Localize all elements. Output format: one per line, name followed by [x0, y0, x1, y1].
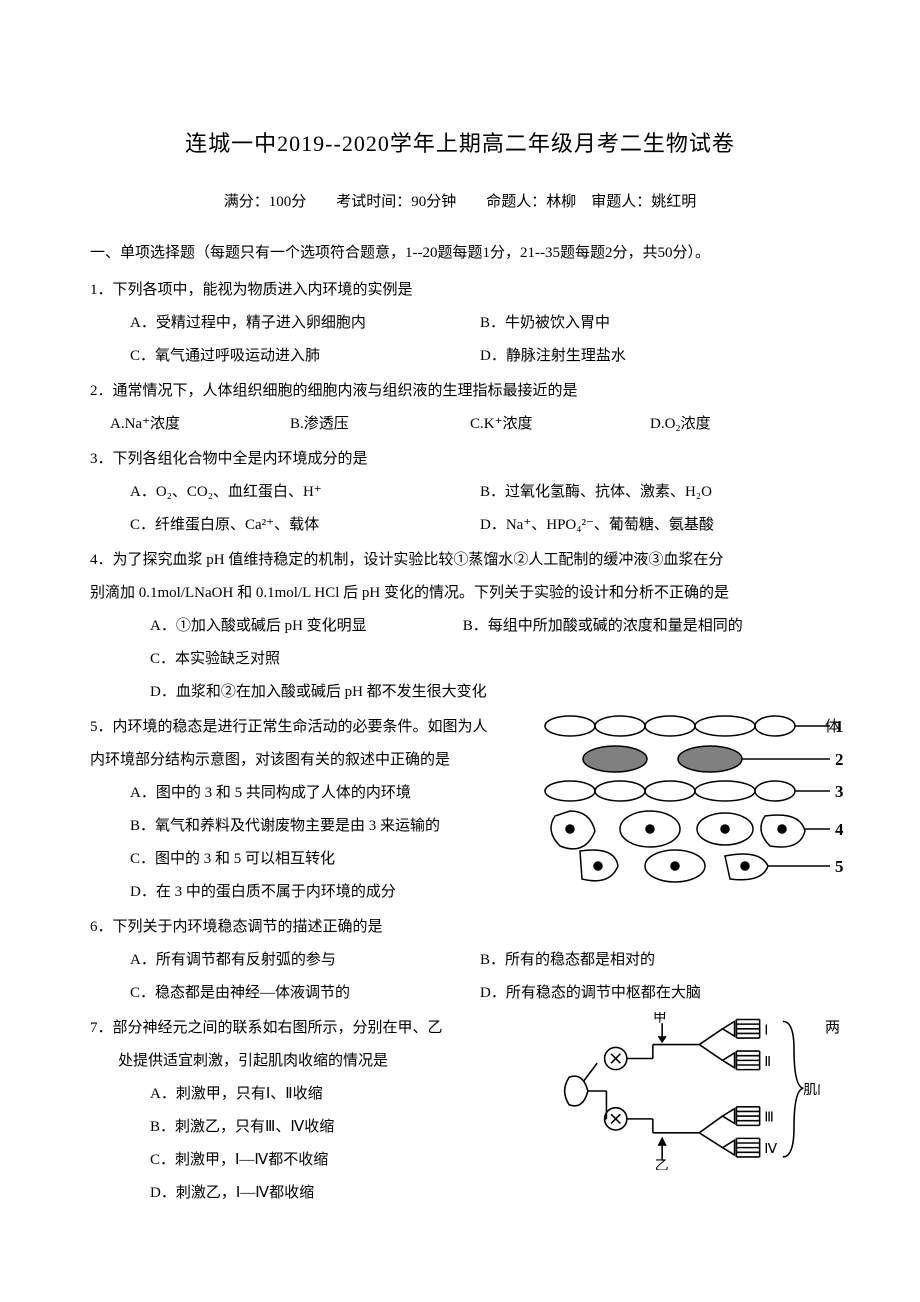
q7-diagram: 甲 乙 Ⅰ Ⅱ Ⅲ Ⅳ 肌肉: [560, 1012, 820, 1183]
question-7-line2: 处提供适宜刺激，引起肌肉收缩的情况是: [90, 1045, 450, 1078]
q6-option-d: D．所有稳态的调节中枢都在大脑: [480, 977, 830, 1010]
q7-label-jia: 甲: [653, 1012, 667, 1025]
q3-option-c: C．纤维蛋白原、Ca²⁺、载体: [130, 509, 480, 542]
q5-diagram: 1 2 3: [540, 711, 850, 899]
question-4-line2: 别滴加 0.1mol/LNaOH 和 0.1mol/L HCl 后 pH 变化的…: [90, 577, 830, 610]
question-6: 6．下列关于内环境稳态调节的描述正确的是 A．所有调节都有反射弧的参与 B．所有…: [90, 911, 830, 1010]
exam-title: 连城一中2019--2020学年上期高二年级月考二生物试卷: [90, 120, 830, 168]
q7-label-r4: Ⅳ: [764, 1143, 777, 1158]
question-2: 2．通常情况下，人体组织细胞的细胞内液与组织液的生理指标最接近的是 A.Na⁺浓…: [90, 375, 830, 441]
q6-option-a: A．所有调节都有反射弧的参与: [130, 944, 480, 977]
q3-option-b: B．过氧化氢酶、抗体、激素、H₂O: [480, 476, 830, 509]
q2-option-b: B.渗透压: [290, 408, 470, 441]
q2-option-a: A.Na⁺浓度: [110, 408, 290, 441]
q7-label-yi: 乙: [655, 1158, 669, 1170]
q5-label-5: 5: [835, 857, 844, 876]
exam-meta: 满分：100分 考试时间：90分钟 命题人：林柳 审题人：姚红明: [90, 186, 830, 219]
q4-option-c: C．本实验缺乏对照: [150, 643, 450, 676]
q6-option-b: B．所有的稳态都是相对的: [480, 944, 830, 977]
q6-option-c: C．稳态都是由神经—体液调节的: [130, 977, 480, 1010]
q5-label-1: 1: [835, 717, 844, 736]
q2-option-d: D.O₂浓度: [650, 408, 830, 441]
q1-option-d: D．静脉注射生理盐水: [480, 340, 830, 373]
question-3-text: 3．下列各组化合物中全是内环境成分的是: [90, 443, 830, 476]
question-3: 3．下列各组化合物中全是内环境成分的是 A．O₂、CO₂、血红蛋白、H⁺ B．过…: [90, 443, 830, 542]
q3-option-d: D．Na⁺、HPO₄²⁻、葡萄糖、氨基酸: [480, 509, 830, 542]
q4-option-d: D．血浆和②在加入酸或碱后 pH 都不发生很大变化: [150, 676, 572, 709]
q5-label-4: 4: [835, 820, 844, 839]
q5-label-2: 2: [835, 750, 844, 769]
question-6-text: 6．下列关于内环境稳态调节的描述正确的是: [90, 911, 830, 944]
question-5-line1: 5．内环境的稳态是进行正常生命活动的必要条件。如图为人: [90, 711, 510, 744]
question-5-line2: 内环境部分结构示意图，对该图有关的叙述中正确的是: [90, 744, 510, 777]
question-1-text: 1．下列各项中，能视为物质进入内环境的实例是: [90, 274, 830, 307]
question-4-line1: 4．为了探究血浆 pH 值维持稳定的机制，设计实验比较①蒸馏水②人工配制的缓冲液…: [90, 544, 830, 577]
question-7: 7．部分神经元之间的联系如右图所示，分别在甲、乙 处提供适宜刺激，引起肌肉收缩的…: [90, 1012, 830, 1210]
q7-label-muscle: 肌肉: [803, 1082, 820, 1098]
q1-option-c: C．氧气通过呼吸运动进入肺: [130, 340, 480, 373]
q7-label-r1: Ⅰ: [764, 1024, 768, 1039]
q7-floating-text: 两: [825, 1012, 840, 1045]
q2-option-c: C.K⁺浓度: [470, 408, 650, 441]
q3-option-a: A．O₂、CO₂、血红蛋白、H⁺: [130, 476, 480, 509]
question-4: 4．为了探究血浆 pH 值维持稳定的机制，设计实验比较①蒸馏水②人工配制的缓冲液…: [90, 544, 830, 709]
q4-option-b: B．每组中所加酸或碱的浓度和量是相同的: [463, 610, 830, 643]
q4-option-a: A．①加入酸或碱后 pH 变化明显: [150, 610, 463, 643]
question-7-line1: 7．部分神经元之间的联系如右图所示，分别在甲、乙: [90, 1012, 450, 1045]
q7-label-r2: Ⅱ: [764, 1055, 771, 1070]
question-5: 5．内环境的稳态是进行正常生命活动的必要条件。如图为人 内环境部分结构示意图，对…: [90, 711, 830, 909]
q7-label-r3: Ⅲ: [764, 1111, 774, 1126]
section-header: 一、单项选择题（每题只有一个选项符合题意，1--20题每题1分，21--35题每…: [90, 237, 830, 270]
q1-option-a: A．受精过程中，精子进入卵细胞内: [130, 307, 480, 340]
question-2-text: 2．通常情况下，人体组织细胞的细胞内液与组织液的生理指标最接近的是: [90, 375, 830, 408]
question-1: 1．下列各项中，能视为物质进入内环境的实例是 A．受精过程中，精子进入卵细胞内 …: [90, 274, 830, 373]
q1-option-b: B．牛奶被饮入胃中: [480, 307, 830, 340]
q5-label-3: 3: [835, 782, 844, 801]
